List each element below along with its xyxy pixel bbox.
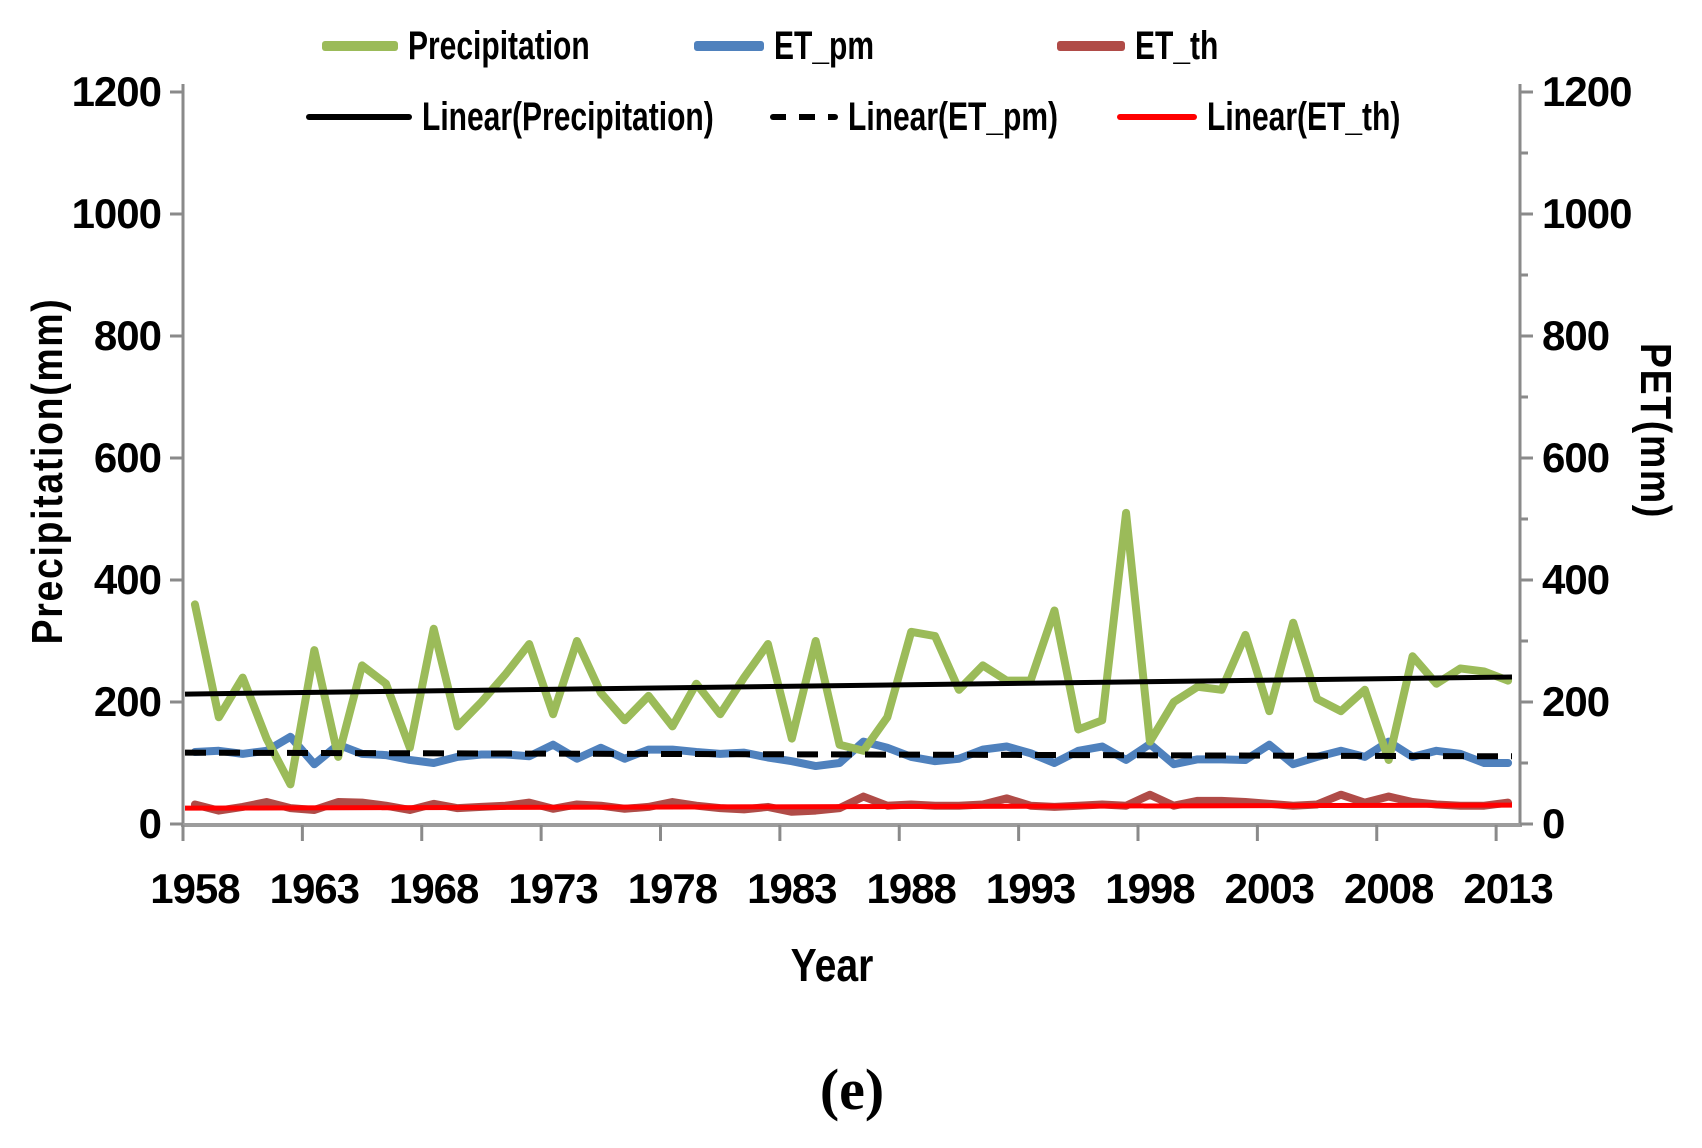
y-axis-left-tick-label: 800	[94, 312, 161, 359]
y-axis-right-tick-label: 800	[1542, 312, 1609, 359]
y-axis-right-tick-label: 600	[1542, 434, 1609, 481]
y-axis-left-tick-label: 200	[94, 678, 161, 725]
legend-item-et-th: ET_th	[1057, 24, 1246, 68]
x-axis-tick-label: 2003	[1225, 865, 1314, 912]
figure-caption: (e)	[819, 1057, 885, 1122]
x-axis-tick-label: 1983	[747, 865, 836, 912]
linear-et-pm-dashed-swatch	[770, 114, 838, 120]
linear-et-th-line-swatch	[1117, 114, 1197, 120]
trendline-linearet_th	[184, 802, 1513, 811]
y-axis-right-tick-label: 1000	[1542, 190, 1631, 237]
y-axis-right-tick-label: 400	[1542, 556, 1609, 603]
x-axis-tick-label: 1988	[866, 865, 956, 912]
legend-label-linear-precipitation: Linear(Precipitation)	[422, 94, 714, 139]
et-th-line-swatch	[1057, 41, 1125, 51]
precipitation-line-swatch	[322, 41, 398, 51]
trendline-linearet_pm	[184, 749, 1513, 760]
legend-label-linear-et-th: Linear(ET_th)	[1207, 94, 1401, 139]
legend-item-precipitation: Precipitation	[322, 24, 650, 68]
x-axis-tick-label: 1968	[389, 865, 479, 912]
x-axis-tick-label: 2008	[1344, 865, 1434, 912]
right-axis-title: PET(mm)	[1631, 342, 1680, 520]
y-axis-left-tick-label: 600	[94, 434, 161, 481]
et-pm-line-swatch	[694, 41, 764, 51]
y-axis-left-tick-label: 0	[139, 800, 161, 847]
trendline-linearprecipitation	[184, 674, 1513, 697]
y-axis-right-tick-label: 200	[1542, 678, 1609, 725]
x-axis-tick-label: 1993	[986, 865, 1075, 912]
x-axis-tick-label: 2013	[1463, 865, 1552, 912]
x-axis-title: Year	[790, 939, 874, 991]
legend-item-linear-et-pm: Linear(ET_pm)	[770, 95, 1128, 139]
series-line-precipitation	[190, 508, 1513, 789]
x-axis-tick-label: 1973	[508, 865, 597, 912]
legend-item-linear-et-th: Linear(ET_th)	[1117, 95, 1465, 139]
x-axis-tick-label: 1958	[150, 865, 240, 912]
x-axis-tick-label: 1963	[270, 865, 359, 912]
legend-label-linear-et-pm: Linear(ET_pm)	[848, 94, 1059, 139]
x-axis-tick-label: 1998	[1105, 865, 1195, 912]
x-axis-tick-label: 1978	[628, 865, 718, 912]
y-axis-right-tick-label: 0	[1542, 800, 1564, 847]
left-axis-title: Precipitation(mm)	[23, 297, 72, 645]
y-axis-left-tick-label: 1000	[72, 190, 161, 237]
y-axis-left-tick-label: 1200	[72, 68, 161, 115]
legend-label-et-th: ET_th	[1135, 23, 1219, 68]
y-axis-left-tick-label: 400	[94, 556, 161, 603]
legend-label-et-pm: ET_pm	[774, 23, 875, 68]
y-axis-right-tick-label: 1200	[1542, 68, 1631, 115]
legend-item-linear-precipitation: Linear(Precipitation)	[306, 95, 811, 139]
legend-item-et-pm: ET_pm	[694, 24, 907, 68]
linear-precipitation-line-swatch	[306, 114, 412, 120]
legend-label-precipitation: Precipitation	[408, 23, 590, 68]
